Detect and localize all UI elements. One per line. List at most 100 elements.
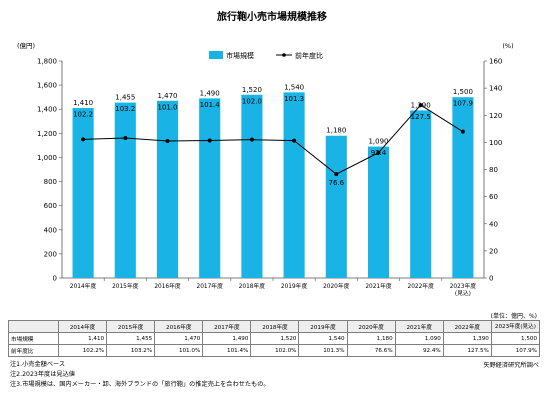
x-tick-label: 2021年度 [365,282,392,290]
table-row-head: 前年度比 [8,344,59,357]
table-cell: 76.6% [346,344,396,357]
line-data-labels: 102.2 103.2 101.0 101.4 102.0 101.3 76.6 92.4 12… [73,95,473,187]
table-header-cell: 2015年度 [106,320,156,333]
left-tick-label: 1,400 [37,106,57,114]
table-header-cell [8,320,59,333]
bar [283,92,305,278]
bar [241,94,263,278]
ratio-point [460,129,465,134]
ratio-value-label: 102.0 [242,97,262,105]
table-cell: 101.3% [298,344,348,357]
ratio-point [207,138,212,143]
data-table-wrap: 2014年度 2015年度 2016年度 2017年度 2018年度 2019年… [8,320,541,357]
table-header-cell: 2021年度 [394,320,444,333]
data-table: 2014年度 2015年度 2016年度 2017年度 2018年度 2019年… [8,320,541,357]
left-tick-label: 800 [44,178,57,186]
table-header-cell: 2018年度 [250,320,300,333]
ratio-point [418,103,423,108]
table-header-cell: 2016年度 [154,320,204,333]
legend-bar-swatch [209,51,223,59]
bar [199,98,221,278]
table-cell: 1,500 [490,332,541,345]
left-axis-unit: (億円) [17,41,35,50]
table-unit: (単位：億円、%) [490,313,537,320]
right-tick-label: 120 [489,112,502,120]
right-tick-label: 100 [489,139,502,147]
ratio-value-label: 92.4 [371,149,387,157]
market-size-chart: 旅行鞄小売市場規模推移 (億円) (%) 市場規模 前年度比 020040060… [17,10,514,297]
table-row-head: 市場規模 [8,332,59,345]
table-cell: 1,470 [154,332,204,345]
table-header-cell: 2017年度 [202,320,252,333]
bar [325,135,347,278]
table-header-cell: 2020年度 [346,320,396,333]
ratio-point [123,136,128,141]
bar-value-label: 1,180 [326,127,346,135]
bar-value-label: 1,490 [200,89,220,97]
right-tick-label: 0 [489,275,493,283]
x-tick-label: 2019年度 [281,282,308,290]
table-cell: 1,540 [298,332,348,345]
right-axis-unit: (%) [502,42,513,50]
legend-line-marker [282,53,286,57]
table-cell: 101.0% [154,344,204,357]
right-tick-label: 40 [489,220,498,228]
bar-value-label: 1,470 [157,92,177,100]
bar [452,97,474,279]
x-tick-label: 2017年度 [197,282,224,290]
table-cell: 1,410 [57,332,108,345]
x-tick-label: 2015年度 [112,282,139,290]
bar [410,110,432,278]
left-tick-label: 400 [44,226,57,234]
table-cell: 107.9% [490,344,541,357]
table-header-cell: 2022年度 [442,320,492,333]
table-cell: 92.4% [394,344,444,357]
table-header-row: 2014年度 2015年度 2016年度 2017年度 2018年度 2019年… [8,320,541,333]
table-cell: 1,180 [346,332,396,345]
bar-value-label: 1,520 [242,86,262,94]
table-cell: 1,520 [250,332,300,345]
table-cell: 1,455 [106,332,156,345]
table-cell: 127.5% [442,344,492,357]
ratio-value-label: 107.9 [453,100,473,108]
chart-title: 旅行鞄小売市場規模推移 [217,10,327,23]
bar [367,146,390,278]
table-cell: 103.2% [106,344,156,357]
legend-line-label: 前年度比 [295,51,323,60]
table-row: 市場規模 1,410 1,455 1,470 1,490 1,520 1,540… [8,332,541,345]
line-series [81,103,465,177]
ratio-value-label: 101.4 [200,101,221,109]
ratio-point [292,138,297,143]
x-tick-sublabel: (見込) [455,289,471,297]
table-cell: 101.4% [202,344,252,357]
right-tick-label: 60 [489,193,498,201]
footnote: 注1.小売金額ベース [10,361,66,368]
footnote: 注2.2023年度は見込値 [10,371,75,378]
table-header-cell: 2019年度 [298,320,348,333]
ratio-line [83,104,464,175]
table-row: 前年度比 102.2% 103.2% 101.0% 101.4% 102.0% … [8,344,541,357]
table-cell: 102.2% [57,344,108,357]
x-tick-label: 2020年度 [323,282,350,290]
x-tick-label: 2023年度 [450,282,477,290]
bar-value-label: 1,090 [368,138,388,146]
x-tick-label: 2016年度 [154,282,181,290]
table-header-cell: 2023年度(見込) [490,320,541,333]
footnote: 注3.市場規模は、国内メーカー・卸、海外ブランドの「旅行鞄」の推定売上を合わせた… [10,381,270,388]
bar [72,108,94,279]
ratio-value-label: 103.2 [115,105,135,113]
ratio-value-label: 101.0 [157,103,177,111]
ratio-value-label: 101.3 [284,95,304,103]
left-tick-label: 1,800 [37,58,57,66]
ratio-point [249,137,254,142]
left-tick-label: 1,000 [37,154,57,162]
legend-bar-label: 市場規模 [226,51,254,60]
left-tick-label: 0 [53,275,57,283]
bar-series [72,92,474,279]
ratio-point [376,150,381,155]
table-cell: 1,090 [394,332,444,345]
left-tick-label: 200 [44,250,57,258]
bar-value-label: 1,455 [115,94,135,102]
x-tick-label: 2018年度 [239,282,266,290]
chart-axes: 0 200 400 600 800 1,000 1,200 1,400 1,600 1,800 0 2… [37,58,502,283]
